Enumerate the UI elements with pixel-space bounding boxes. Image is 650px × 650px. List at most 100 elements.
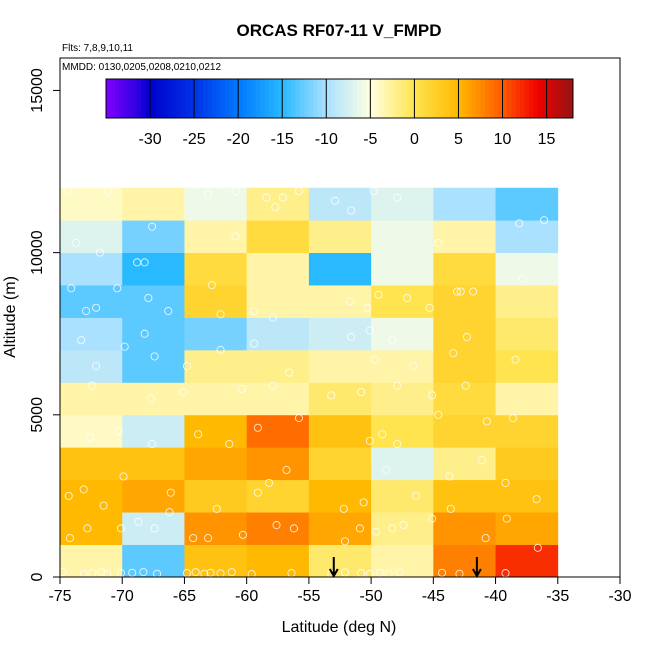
heatmap-cell — [122, 512, 185, 545]
heatmap-cell — [122, 414, 185, 448]
heatmap-cell — [184, 382, 248, 416]
y-axis: 0 5000 10000 15000 — [29, 68, 61, 581]
colorbar-swatch — [295, 79, 301, 118]
heatmap-cell — [60, 187, 123, 221]
heatmap-cell — [308, 220, 372, 254]
heatmap-cell — [433, 285, 496, 318]
colorbar-swatch — [515, 79, 521, 118]
colorbar-swatch — [537, 79, 543, 118]
colorbar-swatch — [176, 79, 182, 118]
observation-point — [82, 306, 91, 316]
observation-point — [207, 281, 216, 290]
observation-point — [339, 504, 348, 513]
observation-point — [116, 524, 126, 533]
colorbar-swatch — [269, 79, 274, 118]
colorbar-swatch — [374, 79, 380, 118]
colorbar-swatch — [462, 79, 468, 118]
observation-point — [452, 287, 462, 296]
heatmap-cell — [433, 187, 496, 221]
heatmap-cell — [184, 447, 248, 481]
y-tick-label: 5000 — [29, 397, 46, 433]
observation-point — [204, 534, 213, 543]
x-tick-label: -75 — [48, 588, 71, 605]
observation-point — [179, 388, 188, 397]
colorbar-tick-label: 0 — [410, 131, 419, 148]
observation-point — [103, 569, 112, 577]
observation-point — [388, 336, 397, 345]
observation-point — [271, 203, 280, 212]
heatmap-cell — [495, 252, 559, 286]
heatmap-cell — [60, 447, 123, 481]
observation-point — [227, 568, 236, 577]
heatmap-cell — [60, 479, 123, 513]
heatmap-cell — [495, 382, 559, 416]
observation-point — [347, 332, 356, 342]
observation-point — [365, 570, 374, 577]
colorbar-swatch — [216, 79, 222, 118]
dates-label: MMDD: 0130,0205,0208,0210,0212 — [62, 62, 221, 73]
colorbar-swatch — [238, 79, 244, 118]
colorbar-swatch — [224, 79, 230, 118]
colorbar-swatch — [542, 79, 548, 118]
heatmap-cell — [122, 544, 185, 577]
x-tick-label: -70 — [111, 588, 134, 605]
heatmap-cell — [495, 512, 559, 545]
colorbar-swatch — [383, 79, 389, 118]
heatmap-cell — [433, 252, 496, 286]
x-tick-label: -30 — [608, 588, 631, 605]
colorbar-swatch — [564, 79, 570, 118]
colorbar-swatch — [432, 79, 437, 118]
heatmap-cell — [246, 285, 310, 318]
observation-point — [502, 514, 511, 523]
heatmap-cell — [184, 414, 248, 448]
heatmap-cell — [184, 317, 248, 351]
observation-point — [268, 313, 277, 322]
heatmap-cell — [433, 382, 496, 416]
observation-point — [262, 193, 271, 202]
observation-point — [532, 495, 541, 504]
colorbar-swatch — [246, 79, 252, 118]
heatmap-cell — [308, 187, 372, 221]
colorbar-swatch — [313, 79, 318, 118]
observation-point — [481, 534, 490, 543]
heatmap-cell — [495, 414, 559, 448]
colorbar-swatch — [207, 79, 213, 118]
observation-point — [268, 381, 277, 390]
observation-point — [83, 524, 92, 533]
heatmap-cell — [246, 187, 310, 221]
colorbar-swatch — [361, 79, 367, 118]
heatmap-cell — [433, 512, 496, 545]
colorbar-tick-labels: -30 -25 -20 -15 -10 -5 0 5 10 15 — [138, 79, 556, 148]
observation-point — [540, 216, 549, 225]
heatmap-cell — [371, 479, 434, 513]
observation-point — [374, 290, 383, 299]
observation-point — [533, 543, 542, 552]
heatmap-cell — [371, 382, 434, 416]
heatmap-cell — [60, 252, 123, 286]
colorbar-swatch — [110, 79, 116, 118]
heatmap-cell — [371, 285, 434, 318]
colorbar-swatch — [352, 79, 358, 118]
heatmap-cell — [122, 382, 185, 416]
colorbar-swatch — [326, 79, 332, 118]
y-tick-label: 15000 — [29, 68, 46, 113]
heatmap-cell — [60, 220, 123, 254]
observation-point — [64, 491, 73, 500]
observation-point — [247, 570, 256, 577]
heatmap-cell — [308, 252, 372, 286]
observation-point — [340, 568, 350, 577]
heatmap-cell — [308, 349, 372, 383]
observation-point — [140, 329, 149, 338]
heatmap-cell — [246, 382, 310, 416]
heatmap-cell — [371, 187, 434, 221]
colorbar-swatch — [440, 79, 446, 118]
observation-point — [144, 293, 153, 303]
colorbar-swatch — [471, 79, 477, 118]
colorbar-swatch — [264, 79, 270, 118]
colorbar-swatch — [524, 79, 530, 118]
observation-point — [425, 303, 434, 312]
observation-point — [399, 521, 408, 530]
colorbar-swatch — [493, 79, 499, 118]
x-axis-label: Latitude (deg N) — [282, 619, 397, 636]
x-tick-label: -65 — [173, 588, 196, 605]
